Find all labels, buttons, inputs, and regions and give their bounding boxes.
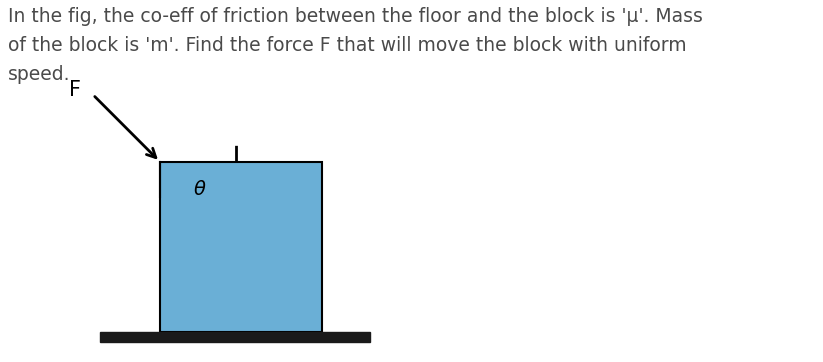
Text: F: F xyxy=(69,80,81,100)
Text: In the fig, the co-eff of friction between the floor and the block is 'μ'. Mass
: In the fig, the co-eff of friction betwe… xyxy=(8,7,703,84)
Text: $\theta$: $\theta$ xyxy=(193,180,207,199)
Bar xyxy=(100,332,370,342)
Bar xyxy=(160,162,322,332)
